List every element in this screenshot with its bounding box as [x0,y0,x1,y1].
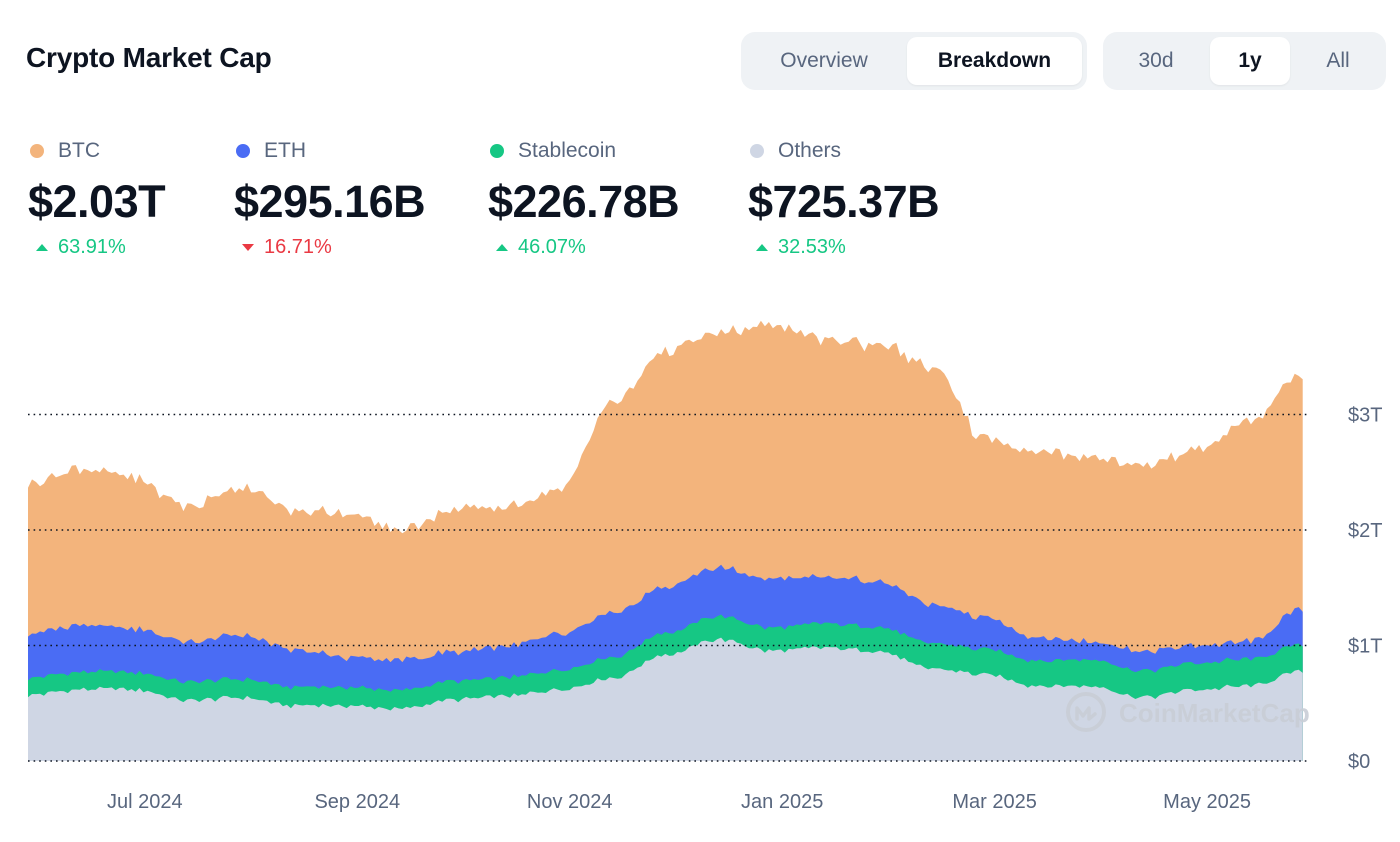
coinmarketcap-logo-icon [1066,692,1106,732]
x-tick-label: Sep 2024 [314,791,400,813]
x-tick-label: Jan 2025 [741,791,823,813]
down-arrow-icon [242,244,254,251]
legend-others-label: Others [778,139,842,162]
legend-eth-change: 16.71% [234,236,425,259]
x-tick-label: Nov 2024 [527,791,613,813]
range-30d-button[interactable]: 30d [1138,49,1174,72]
page-title: Crypto Market Cap [26,42,272,73]
x-axis: Jul 2024 Sep 2024 Nov 2024 Jan 2025 Mar 2025… [107,791,1251,813]
area-others[interactable] [28,637,1303,761]
legend-eth-label: ETH [264,139,306,162]
range-toggle: 30d 1y All [1103,32,1386,90]
legend-btc-change: 63.91% [28,236,165,259]
watermark-text: CoinMarketCap [1119,698,1310,728]
x-tick-label: Mar 2025 [952,791,1037,813]
view-toggle: Overview Breakdown [741,32,1087,90]
y-tick-label: $2T [1348,520,1382,542]
legend-btc-label: BTC [58,139,100,162]
legend-stablecoin-change: 46.07% [488,236,679,259]
legend-btc[interactable]: BTC $2.03T 63.91% [28,138,166,259]
legend-stablecoin-value: $226.78B [488,176,680,227]
tab-overview[interactable]: Overview [780,49,868,72]
y-axis: $0 $1T $2T $3T [1348,405,1382,774]
eth-color-dot [236,144,250,158]
y-tick-label: $3T [1348,405,1382,427]
up-arrow-icon [36,244,48,251]
legend-btc-value: $2.03T [28,176,166,227]
up-arrow-icon [496,244,508,251]
legend-stablecoin[interactable]: Stablecoin $226.78B 46.07% [488,138,680,259]
x-tick-label: Jul 2024 [107,791,183,813]
watermark: CoinMarketCap [1066,692,1310,732]
x-tick-label: May 2025 [1163,791,1251,813]
legend-eth-value: $295.16B [234,176,426,227]
y-tick-label: $1T [1348,636,1382,658]
legend-others-change: 32.53% [748,236,939,259]
stablecoin-color-dot [490,144,504,158]
legend-others[interactable]: Others $725.37B 32.53% [748,138,940,259]
range-all-button[interactable]: All [1326,49,1350,72]
others-color-dot [750,144,764,158]
up-arrow-icon [756,244,768,251]
range-1y-button[interactable]: 1y [1210,37,1290,85]
y-tick-label: $0 [1348,751,1370,773]
legend-stablecoin-label: Stablecoin [518,139,617,162]
grid-lines [28,413,1308,762]
legend-others-value: $725.37B [748,176,940,227]
legend-eth[interactable]: ETH $295.16B 16.71% [234,138,426,259]
btc-color-dot [30,144,44,158]
stacked-area-layers [28,320,1303,761]
tab-breakdown[interactable]: Breakdown [907,37,1082,85]
